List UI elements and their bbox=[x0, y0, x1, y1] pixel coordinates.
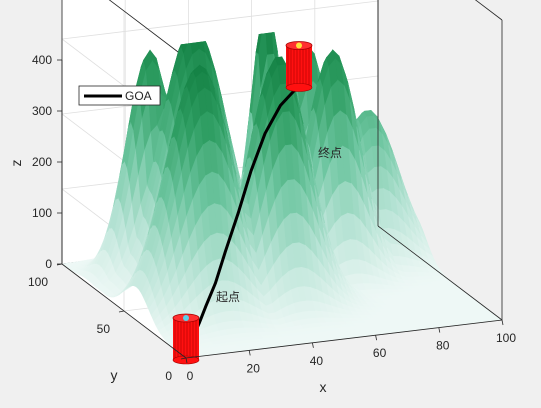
z-tick-label: 200 bbox=[32, 155, 52, 169]
x-tick-label: 20 bbox=[247, 361, 261, 375]
z-tick-label: 100 bbox=[32, 206, 52, 220]
x-tick-label: 100 bbox=[496, 331, 516, 345]
y-tick-label: 100 bbox=[28, 275, 48, 289]
legend: GOA bbox=[78, 85, 161, 106]
surface-plot bbox=[62, 12, 502, 358]
x-tick-label: 80 bbox=[436, 339, 450, 353]
x-tick-mark bbox=[312, 342, 314, 348]
y-tick-label: 0 bbox=[165, 369, 172, 383]
end-cylinder-body bbox=[286, 45, 312, 88]
box-right-top-edge bbox=[474, 0, 503, 21]
x-tick-label: 40 bbox=[310, 354, 324, 368]
box-top-back-edge bbox=[108, 0, 187, 59]
z-axis-label: z bbox=[8, 160, 24, 167]
x-tick-mark bbox=[248, 350, 251, 356]
x-tick-mark bbox=[375, 335, 377, 341]
start-cylinder-body bbox=[173, 318, 199, 360]
end-marker-dot bbox=[296, 42, 302, 49]
x-tick-label: 0 bbox=[187, 369, 194, 383]
y-axis-label: y bbox=[111, 367, 118, 383]
x-tick-label: 60 bbox=[373, 346, 387, 360]
z-tick-label: 400 bbox=[32, 53, 52, 67]
y-tick-mark bbox=[118, 310, 125, 313]
start-label: 起点 bbox=[216, 290, 240, 304]
x-tick-mark bbox=[501, 319, 504, 326]
z-tick-label: 300 bbox=[32, 104, 52, 118]
z-tick-label: 0 bbox=[45, 257, 52, 271]
end-label: 终点 bbox=[318, 145, 342, 160]
start-marker-dot bbox=[183, 315, 189, 321]
x-axis-label: x bbox=[320, 379, 327, 395]
y-tick-label: 50 bbox=[97, 322, 111, 336]
legend-entry-goa: GOA bbox=[125, 89, 152, 103]
end-cylinder-bottom bbox=[285, 83, 313, 92]
x-tick-mark bbox=[438, 327, 441, 333]
